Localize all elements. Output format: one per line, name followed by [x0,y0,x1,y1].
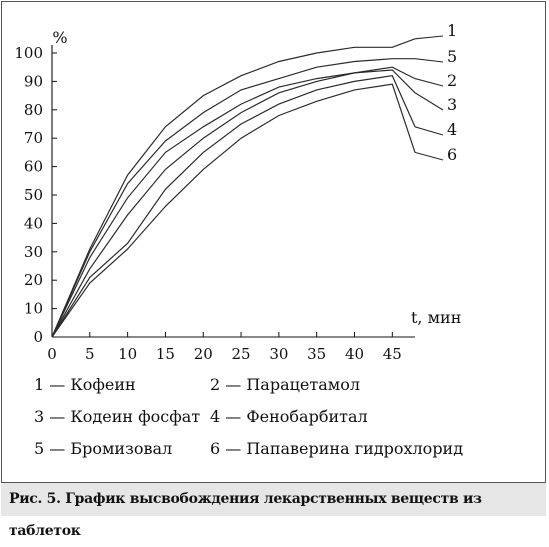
legend-item-codeine-phosphate: 3 — Кодеин фосфат [34,407,201,426]
x-tick-label: 0 [47,345,57,363]
legend-item-bromisoval: 5 — Бромизовал [34,439,173,458]
series-leader-6 [414,151,444,161]
x-axis-label: t, мин [411,308,461,327]
series-line-2 [51,66,416,338]
y-tick-label: 40 [24,214,43,232]
y-tick-label: 20 [24,271,43,289]
y-tick-label: 50 [24,186,43,204]
legend: 1 — Кофеин 2 — Парацетамол 3 — Кодеин фо… [34,372,514,468]
series-line-1 [51,38,416,338]
series-end-label: 6 [447,145,457,164]
y-tick-label: 90 [24,72,43,90]
series-line-6 [51,83,416,338]
x-tick-label: 40 [345,345,364,363]
series-leader-2 [414,78,444,87]
y-tick-label: 60 [24,158,43,176]
series-end-label: 3 [447,95,457,114]
x-tick-label: 10 [118,345,137,363]
x-tick-label: 5 [85,345,95,363]
series-leader-5 [414,58,444,63]
y-tick-label: 30 [24,243,43,261]
legend-item-kofein: 1 — Кофеин [34,375,136,394]
legend-item-paracetamol: 2 — Парацетамол [210,375,361,394]
series-end-label: 2 [447,71,457,90]
series-line-5 [51,58,415,338]
series-line-4 [51,75,416,338]
x-tick-label: 20 [194,345,213,363]
y-tick-label: 80 [24,101,43,119]
series-leader-3 [414,92,444,111]
series-lines [51,35,444,338]
y-tick-label: 100 [14,44,43,62]
legend-item-phenobarbital: 4 — Фенобарбитал [210,407,368,426]
y-tick-label: 0 [33,328,43,346]
legend-item-papaverine: 6 — Папаверина гидрохлорид [210,439,464,458]
series-leader-4 [414,126,444,136]
series-leader-1 [414,35,444,40]
figure-caption: Рис. 5. График высвобождения лекарственн… [1,482,546,539]
x-tick-label: 45 [383,345,402,363]
x-tick-label: 35 [307,345,326,363]
series-end-label: 1 [447,21,457,40]
y-tick-label: 70 [24,129,43,147]
x-tick-label: 25 [232,345,251,363]
x-tick-label: 15 [156,345,175,363]
series-line-3 [51,69,416,338]
legend-row: 3 — Кодеин фосфат 4 — Фенобарбитал [34,404,514,429]
series-end-labels: 1 5 2 3 4 6 [447,21,457,164]
legend-row: 5 — Бромизовал 6 — Папаверина гидрохлори… [34,436,514,461]
series-end-label: 4 [447,120,457,139]
legend-row: 1 — Кофеин 2 — Парацетамол [34,372,514,397]
series-end-label: 5 [447,47,457,66]
y-axis-label: % [52,28,67,47]
y-tick-label: 10 [24,300,43,318]
x-tick-label: 30 [269,345,288,363]
